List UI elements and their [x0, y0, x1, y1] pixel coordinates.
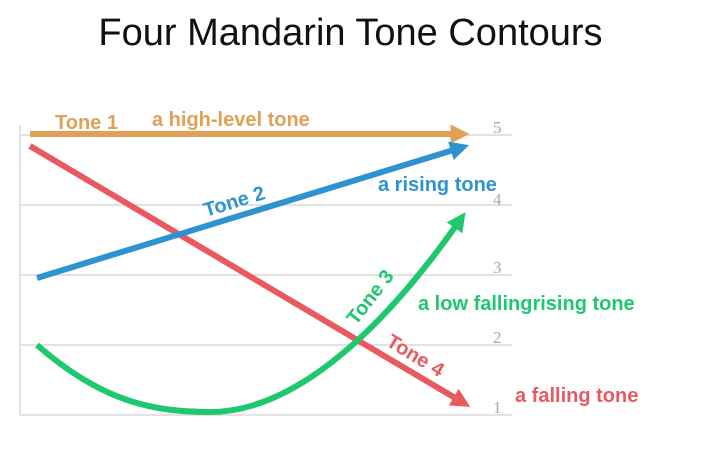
tone-3-contour — [35, 212, 466, 416]
scale-label-3: 3 — [493, 258, 502, 277]
pitch-scale-labels: 1 2 3 4 5 — [493, 118, 502, 417]
tone-3-description: a low fallingrising tone — [418, 293, 635, 315]
tone-4-description: a falling tone — [515, 385, 638, 407]
tone-1-name: Tone 1 — [55, 112, 118, 134]
tone-1-description: a high-level tone — [152, 109, 310, 131]
scale-label-1: 1 — [493, 398, 502, 417]
diagram-title: Four Mandarin Tone Contours — [98, 12, 603, 54]
scale-label-4: 4 — [493, 190, 502, 209]
tone-2-description: a rising tone — [378, 174, 497, 196]
tone-4-contour — [28, 143, 471, 407]
scale-label-2: 2 — [493, 328, 502, 347]
scale-label-5: 5 — [493, 118, 502, 137]
tone-2-contour — [36, 141, 470, 281]
